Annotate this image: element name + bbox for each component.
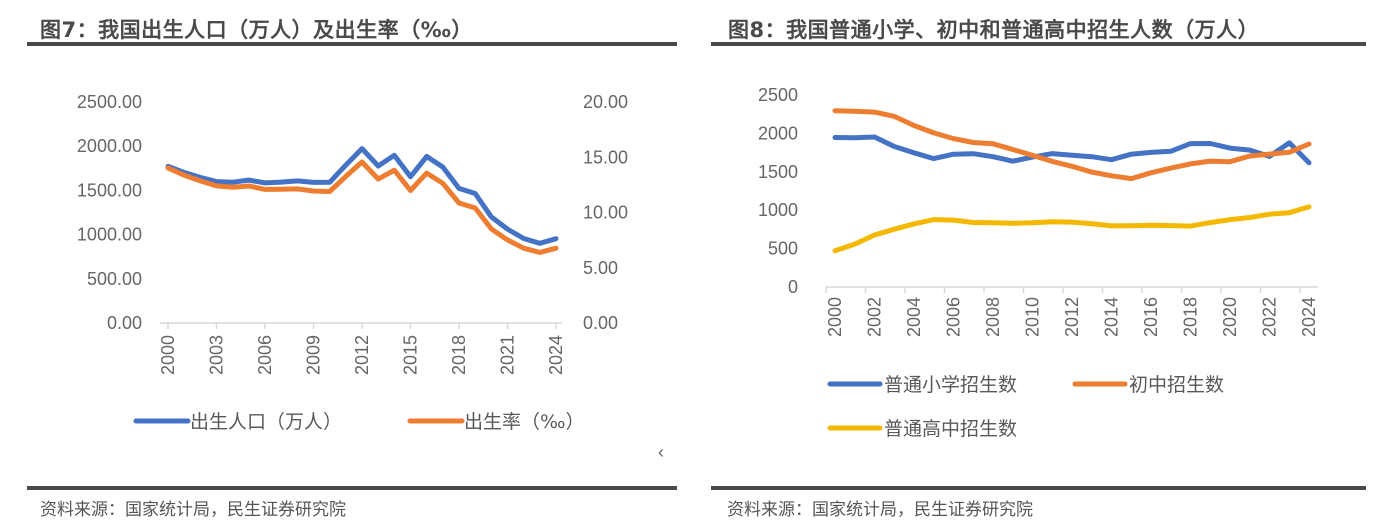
x-tick-label: 2015 (401, 335, 421, 375)
series-line-birth-rate (165, 159, 559, 255)
figure-7-panel: 图7：我国出生人口（万人）及出生率（‰） 0.00 500.00 1000.00 15… (27, 18, 677, 520)
y-right-tick-label: 15.00 (583, 147, 628, 167)
x-tick-label: 2016 (1141, 297, 1161, 337)
x-tick-label: 2012 (1062, 297, 1082, 337)
figure-8-source: 资料来源：国家统计局，民生证券研究院 (727, 500, 1033, 520)
x-tick-label: 2021 (498, 335, 518, 375)
series-line-birth-population (165, 146, 559, 246)
stray-mark: ‹ (658, 442, 664, 462)
x-tick-label: 2002 (865, 297, 885, 337)
x-tick-label: 2006 (944, 297, 964, 337)
series-line-junior-middle-enrollment (832, 108, 1312, 182)
y-left-tick-label: 1000.00 (77, 225, 142, 245)
series-line-primary-enrollment (832, 134, 1312, 166)
y-right-tick-label: 0.00 (583, 313, 618, 333)
x-tick-label: 2000 (158, 335, 178, 375)
figure-8-panel: 图8：我国普通小学、初中和普通高中招生人数（万人） 0 500 1000 1500 20… (692, 0, 1384, 527)
y-left-tick-label: 0.00 (107, 313, 142, 333)
source-divider (27, 486, 677, 490)
y-left-tick-label: 2500.00 (77, 92, 142, 112)
legend-label: 普通高中招生数 (884, 418, 1017, 440)
x-tick-label: 2009 (304, 335, 324, 375)
source-divider (711, 486, 1366, 490)
x-tick-label: 2008 (983, 297, 1003, 337)
y-tick-label: 1000 (758, 200, 798, 220)
y-left-tick-label: 500.00 (87, 269, 142, 289)
y-right-tick-label: 5.00 (583, 258, 618, 278)
x-tick-label: 2006 (255, 335, 275, 375)
x-tick-label: 2018 (1181, 297, 1201, 337)
legend-label: 出生率（‰） (464, 411, 585, 433)
x-tick-label: 2022 (1260, 297, 1280, 337)
y-left-tick-label: 2000.00 (77, 136, 142, 156)
x-tick-label: 2010 (1023, 297, 1043, 337)
x-tick-label: 2012 (352, 335, 372, 375)
y-tick-label: 2500 (758, 85, 798, 105)
figure-7-title: 图7：我国出生人口（万人）及出生率（‰） (40, 18, 473, 42)
x-tick-label: 2000 (825, 297, 845, 337)
y-tick-label: 500 (768, 239, 798, 259)
figure-8-title: 图8：我国普通小学、初中和普通高中招生人数（万人） (728, 18, 1260, 42)
x-tick-label: 2004 (904, 297, 924, 337)
y-right-tick-label: 20.00 (583, 92, 628, 112)
x-tick-label: 2024 (1299, 297, 1319, 337)
series-line-senior-high-enrollment (832, 204, 1312, 254)
x-tick-label: 2024 (546, 335, 566, 375)
figure-7-chart: 0.00 500.00 1000.00 1500.00 2000.00 2500.00 0.… (77, 92, 664, 462)
legend-label: 普通小学招生数 (884, 374, 1017, 396)
title-divider (711, 42, 1366, 46)
x-tick-label: 2014 (1102, 297, 1122, 337)
y-left-tick-label: 1500.00 (77, 180, 142, 200)
legend-label: 初中招生数 (1129, 374, 1224, 396)
y-tick-label: 2000 (758, 123, 798, 143)
figure-7-source: 资料来源：国家统计局，民生证券研究院 (40, 500, 346, 520)
legend-label: 出生人口（万人） (190, 411, 342, 433)
figure-8-chart: 0 500 1000 1500 2000 2500 2000 2002 2004 2006 2008… (758, 85, 1319, 440)
x-tick-label: 2018 (449, 335, 469, 375)
x-tick-label: 2003 (207, 335, 227, 375)
y-right-tick-label: 10.00 (583, 203, 628, 223)
x-tick-label: 2020 (1220, 297, 1240, 337)
y-tick-label: 0 (788, 277, 798, 297)
y-tick-label: 1500 (758, 162, 798, 182)
title-divider (27, 42, 677, 46)
